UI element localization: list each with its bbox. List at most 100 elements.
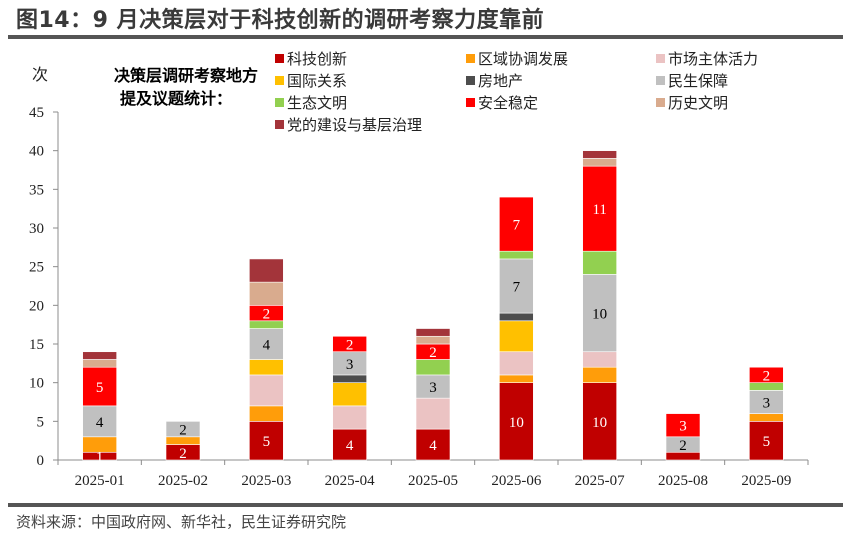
figure-title: 图14：9 月决策层对于科技创新的调研考察力度靠前 bbox=[16, 8, 545, 33]
bar-segment bbox=[499, 351, 534, 376]
legend-item: 党的建设与基层治理 bbox=[275, 117, 422, 134]
bar-segment bbox=[82, 366, 117, 407]
x-tick-label: 2025-01 bbox=[75, 473, 125, 489]
bar-segment bbox=[249, 359, 284, 376]
bar-segment bbox=[249, 258, 284, 283]
bar-segment bbox=[165, 421, 201, 438]
source-note: 资料来源：中国政府网、新华社，民生证券研究院 bbox=[16, 513, 347, 531]
bar-segment bbox=[499, 196, 534, 252]
legend-item: 历史文明 bbox=[656, 95, 728, 112]
bar-segment bbox=[499, 320, 534, 353]
data-label: 3 bbox=[763, 396, 771, 412]
bar-segment bbox=[499, 250, 534, 260]
legend-item: 安全稳定 bbox=[466, 94, 538, 112]
bar-segment bbox=[665, 413, 701, 438]
data-label: 4 bbox=[96, 415, 104, 431]
legend-label: 安全稳定 bbox=[478, 94, 538, 112]
legend-label: 国际关系 bbox=[287, 73, 347, 90]
bar-segment bbox=[332, 405, 367, 430]
bar-stack-2025-02: 22 bbox=[165, 421, 201, 462]
bar-segment bbox=[582, 250, 617, 275]
legend-label: 民生保障 bbox=[668, 72, 728, 90]
bar-segment bbox=[415, 335, 451, 345]
y-tick-label: 30 bbox=[29, 221, 44, 237]
bar-segment bbox=[499, 382, 534, 461]
y-tick-label: 10 bbox=[29, 376, 44, 392]
legend-item: 区域协调发展 bbox=[466, 51, 568, 68]
legend-swatch bbox=[656, 54, 665, 63]
legend-swatch bbox=[275, 120, 284, 129]
data-label: 10 bbox=[592, 307, 607, 323]
y-axis-label: 次 bbox=[32, 66, 48, 84]
data-label: 3 bbox=[346, 357, 354, 373]
data-label: 3 bbox=[679, 419, 687, 435]
bar-segment bbox=[499, 312, 534, 322]
x-tick-label: 2025-05 bbox=[408, 473, 458, 489]
legend-label: 市场主体活力 bbox=[668, 51, 758, 68]
bar-stack-2025-07: 10 10 11 bbox=[582, 150, 617, 461]
footer-divider bbox=[8, 503, 843, 507]
legend-label: 党的建设与基层治理 bbox=[287, 117, 422, 134]
bar-segment bbox=[82, 405, 117, 438]
data-label: 2 bbox=[179, 446, 187, 462]
legend-item: 房地产 bbox=[466, 73, 523, 90]
data-label: 1 bbox=[96, 450, 104, 466]
bar-stack-2025-08: 23 bbox=[665, 413, 701, 461]
legend-item: 生态文明 bbox=[275, 95, 347, 112]
data-label: 10 bbox=[509, 415, 524, 431]
legend-label: 房地产 bbox=[478, 73, 523, 90]
data-label: 11 bbox=[592, 202, 606, 218]
title-divider bbox=[8, 35, 843, 39]
legend-swatch bbox=[275, 54, 284, 63]
bar-segment bbox=[249, 328, 284, 360]
y-tick-label: 25 bbox=[29, 260, 44, 276]
bar-stack-2025-01: 1 4 5 bbox=[82, 351, 117, 466]
data-label: 2 bbox=[346, 338, 354, 354]
y-tick-label: 0 bbox=[37, 453, 45, 469]
bar-segment bbox=[249, 374, 284, 407]
bar-stack-2025-09: 5 3 2 bbox=[749, 366, 784, 461]
legend-swatch bbox=[466, 98, 475, 107]
legend-label: 区域协调发展 bbox=[478, 51, 568, 68]
data-label: 5 bbox=[763, 434, 771, 450]
bar-stack-2025-05: 4 3 2 bbox=[415, 328, 451, 461]
y-tick-label: 5 bbox=[37, 414, 45, 430]
data-label: 4 bbox=[346, 438, 354, 454]
bar-segment bbox=[749, 366, 784, 383]
bar-segment bbox=[249, 421, 284, 461]
bar-segment bbox=[749, 421, 784, 461]
y-tick-label: 15 bbox=[29, 337, 44, 353]
legend-label: 历史文明 bbox=[668, 95, 728, 112]
data-label: 2 bbox=[679, 438, 687, 454]
bar-segment bbox=[582, 366, 617, 383]
y-tick-label: 40 bbox=[29, 144, 44, 160]
bar-segment bbox=[332, 428, 367, 461]
legend-swatch bbox=[466, 76, 475, 85]
bar-segment bbox=[582, 150, 617, 159]
legend-swatch bbox=[275, 98, 284, 107]
legend-swatch bbox=[656, 98, 665, 107]
bar-stack-2025-04: 4 3 2 bbox=[332, 335, 367, 461]
bar-segment bbox=[332, 374, 367, 383]
data-label: 5 bbox=[96, 380, 104, 396]
data-label: 2 bbox=[763, 368, 771, 384]
legend-item: 科技创新 bbox=[275, 51, 347, 68]
legend-label: 科技创新 bbox=[287, 51, 347, 68]
bar-segment bbox=[582, 158, 617, 167]
y-tick-label: 45 bbox=[29, 105, 44, 121]
chart-title-line-1: 决策层调研考察地方 bbox=[114, 66, 258, 85]
legend-swatch bbox=[466, 54, 475, 63]
bar-segment bbox=[249, 405, 284, 422]
y-tick-label: 35 bbox=[29, 182, 44, 198]
bar-segment bbox=[82, 436, 117, 453]
y-tick-label: 20 bbox=[29, 298, 44, 314]
x-tick-label: 2025-07 bbox=[575, 473, 625, 489]
bar-segment bbox=[249, 281, 284, 306]
x-tick-label: 2025-03 bbox=[241, 473, 291, 489]
data-label: 4 bbox=[263, 338, 271, 354]
bar-segment bbox=[415, 359, 451, 376]
y-axis: 0 5 10 15 20 25 30 35 40 45 bbox=[29, 105, 59, 469]
data-label: 2 bbox=[263, 307, 271, 323]
bar-segment bbox=[332, 335, 367, 353]
